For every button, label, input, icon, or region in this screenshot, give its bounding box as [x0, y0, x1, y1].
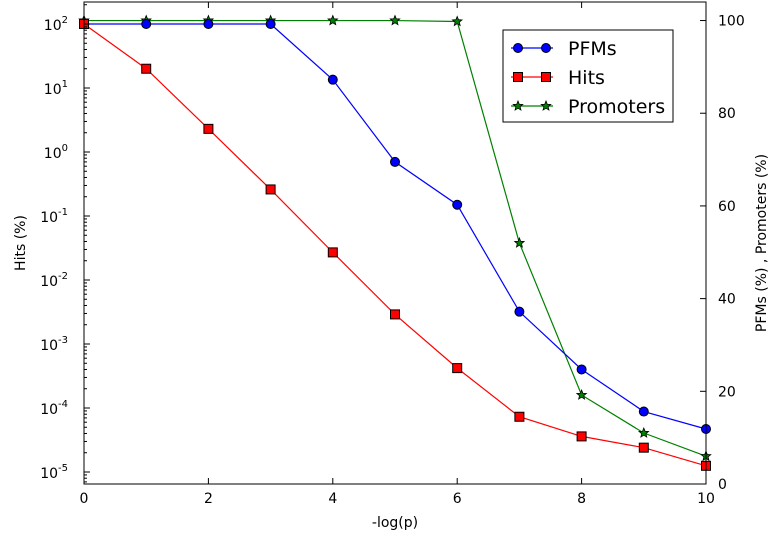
legend-marker-pfms: [541, 43, 551, 53]
x-tick-label: 8: [577, 491, 586, 507]
pfms-point: [141, 19, 152, 29]
y-right-tick-label: 0: [718, 477, 727, 493]
y-right-tick-label: 20: [718, 384, 736, 400]
legend-marker-hits: [513, 72, 523, 82]
y-left-tick-label: 100: [44, 143, 68, 162]
hits-point: [265, 184, 276, 195]
y-left-tick-label: 10-2: [40, 271, 68, 290]
tick-base: 10: [40, 274, 58, 290]
tick-base: 10: [44, 146, 62, 162]
promoters-point: [389, 14, 401, 26]
pfms-point: [265, 19, 276, 29]
tick-base: 10: [40, 402, 58, 418]
tick-exponent: -1: [58, 207, 68, 218]
pfms-point: [638, 406, 649, 417]
legend-marker-promoters: [540, 99, 552, 111]
tick-exponent: 2: [62, 15, 68, 26]
hits-point: [638, 442, 649, 453]
x-tick-label: 2: [204, 491, 213, 507]
y-left-tick-label: 10-4: [40, 399, 68, 418]
hits-point: [327, 247, 338, 258]
y-axis-right-label: PFMs (%) , Promoters (%): [754, 154, 768, 332]
legend-marker-promoters: [512, 99, 524, 111]
tick-exponent: -5: [58, 463, 68, 474]
hits-point: [452, 363, 463, 374]
x-tick-label: 10: [697, 491, 715, 507]
promoters-point: [575, 388, 588, 400]
x-axis: 0 2 4 6 8 10: [80, 2, 715, 507]
x-tick-label: 6: [453, 491, 462, 507]
y-left-tick-label: 10-1: [40, 207, 68, 226]
pfms-point: [203, 19, 214, 29]
tick-base: 10: [44, 18, 62, 34]
y-axis-right: 0 20 40 60 80 100: [700, 14, 745, 493]
x-tick-label: 4: [328, 491, 337, 507]
tick-exponent: -3: [58, 335, 68, 346]
pfms-point: [576, 364, 587, 375]
legend-label-promoters: Promoters: [568, 96, 665, 118]
promoters-point: [638, 426, 650, 438]
tick-base: 10: [40, 466, 58, 482]
pfms-point: [452, 199, 463, 210]
y-right-tick-label: 40: [718, 292, 736, 308]
legend-label-hits: Hits: [568, 67, 605, 89]
plot-marks: [78, 14, 712, 471]
legend-marker-pfms: [513, 43, 523, 53]
y-left-tick-label: 10-5: [40, 463, 68, 482]
hits-point: [576, 431, 587, 442]
hits-point: [203, 123, 214, 134]
y-left-tick-label: 102: [44, 15, 68, 34]
tick-base: 10: [44, 82, 62, 98]
y-axis-left-label: Hits (%): [13, 215, 29, 271]
promoters-point: [451, 15, 463, 27]
x-tick-label: 0: [80, 491, 89, 507]
y-right-tick-label: 100: [718, 14, 745, 30]
promoters-point: [513, 236, 526, 248]
y-right-tick-label: 60: [718, 199, 736, 215]
tick-exponent: -2: [58, 271, 68, 282]
tick-exponent: 0: [62, 143, 68, 154]
legend-marker-hits: [541, 72, 551, 82]
pfms-point: [514, 306, 525, 317]
pfms-point: [390, 156, 400, 167]
pfms-point: [327, 74, 338, 85]
hits-point: [514, 411, 525, 422]
tick-exponent: 1: [62, 79, 68, 90]
tick-base: 10: [40, 338, 58, 354]
y-right-tick-label: 80: [718, 106, 736, 122]
legend-box: [502, 29, 674, 123]
y-left-tick-label: 10-3: [40, 335, 68, 354]
tick-base: 10: [40, 210, 58, 226]
legend-label-pfms: PFMs: [568, 38, 617, 60]
x-axis-label: -log(p): [372, 515, 418, 531]
legend: PFMs Hits Promoters: [502, 29, 674, 123]
promoters-point: [327, 14, 339, 26]
tick-exponent: -4: [58, 399, 68, 410]
plot-frame: [83, 1, 707, 485]
hits-point: [141, 63, 152, 74]
y-left-tick-label: 101: [44, 79, 68, 98]
hits-point: [390, 309, 400, 320]
